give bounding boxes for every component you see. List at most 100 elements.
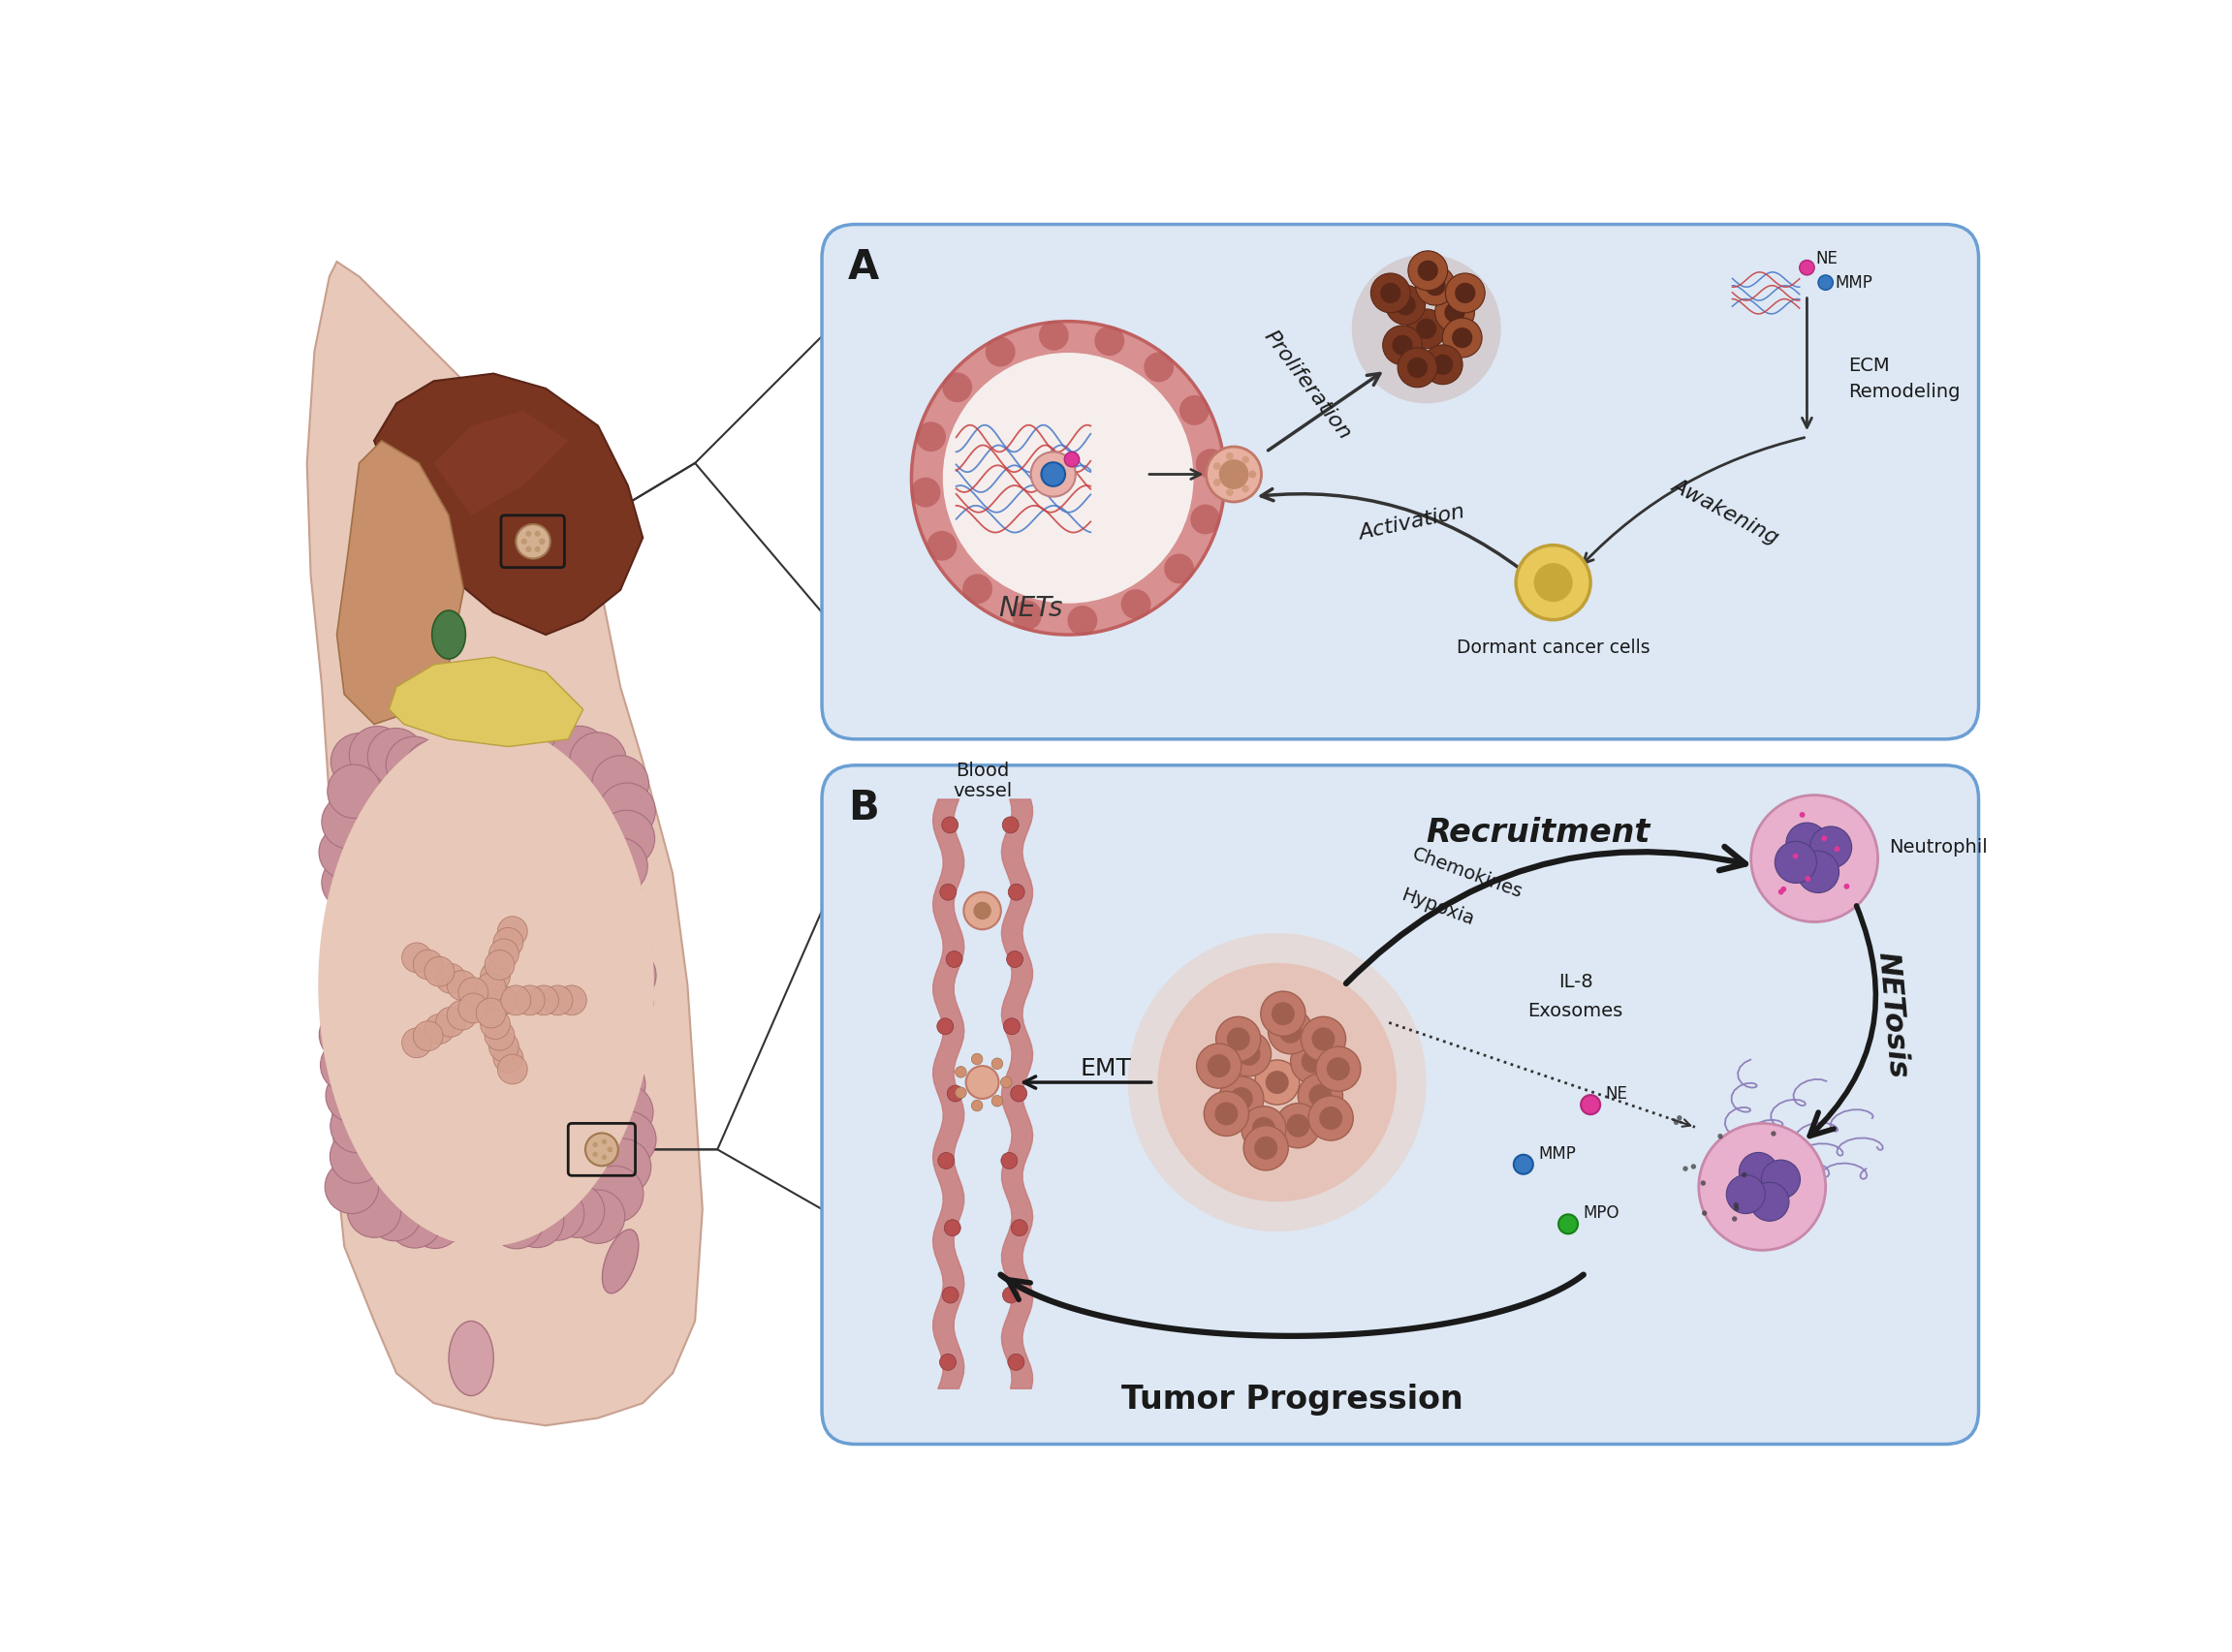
Circle shape	[1799, 811, 1806, 818]
Circle shape	[1243, 1125, 1288, 1170]
Circle shape	[911, 477, 940, 507]
Text: IL-8: IL-8	[1558, 973, 1594, 991]
Circle shape	[319, 826, 373, 879]
Circle shape	[487, 985, 518, 1016]
Circle shape	[1424, 345, 1462, 385]
Circle shape	[516, 985, 545, 1016]
Circle shape	[484, 1021, 516, 1051]
Circle shape	[1701, 1211, 1707, 1216]
Circle shape	[348, 1184, 402, 1237]
Circle shape	[1216, 1016, 1261, 1062]
Circle shape	[1317, 1046, 1362, 1092]
Circle shape	[991, 1057, 1002, 1069]
Circle shape	[587, 892, 643, 948]
Circle shape	[1750, 795, 1877, 922]
Circle shape	[589, 1001, 645, 1059]
Circle shape	[326, 1160, 379, 1214]
Circle shape	[1312, 1028, 1335, 1051]
Circle shape	[484, 950, 516, 980]
Circle shape	[1252, 1117, 1274, 1140]
Circle shape	[404, 740, 462, 798]
Circle shape	[424, 1014, 455, 1044]
Circle shape	[1844, 884, 1850, 889]
Circle shape	[937, 1153, 955, 1170]
Circle shape	[942, 1287, 958, 1303]
Circle shape	[1196, 449, 1225, 479]
Ellipse shape	[433, 611, 466, 659]
FancyBboxPatch shape	[821, 765, 1978, 1444]
Circle shape	[516, 524, 551, 558]
Circle shape	[1002, 1287, 1020, 1303]
Circle shape	[422, 735, 480, 791]
Circle shape	[1268, 1009, 1312, 1054]
Circle shape	[607, 1146, 612, 1151]
Circle shape	[1000, 1077, 1011, 1089]
Circle shape	[413, 950, 442, 980]
Circle shape	[1248, 471, 1257, 477]
Circle shape	[1279, 1019, 1301, 1042]
Circle shape	[1417, 261, 1437, 281]
Text: B: B	[848, 788, 879, 828]
Circle shape	[1011, 600, 1042, 629]
Circle shape	[1732, 1216, 1736, 1221]
Circle shape	[1007, 952, 1022, 968]
Text: NETs: NETs	[998, 595, 1062, 621]
Circle shape	[598, 809, 654, 867]
Circle shape	[529, 985, 558, 1016]
Circle shape	[1120, 590, 1152, 620]
Circle shape	[493, 1042, 522, 1072]
Circle shape	[493, 928, 522, 958]
Circle shape	[328, 885, 382, 940]
Circle shape	[944, 1219, 960, 1236]
Circle shape	[1308, 1084, 1333, 1107]
Polygon shape	[308, 261, 703, 1426]
Circle shape	[1038, 320, 1069, 350]
Circle shape	[328, 765, 382, 818]
Circle shape	[1415, 266, 1455, 306]
Circle shape	[525, 530, 531, 537]
Circle shape	[1446, 273, 1484, 312]
Text: Remodeling: Remodeling	[1848, 383, 1960, 401]
Circle shape	[594, 1138, 652, 1196]
Circle shape	[1379, 282, 1402, 304]
Text: Activation: Activation	[1357, 502, 1466, 544]
Circle shape	[520, 539, 527, 545]
Circle shape	[1699, 1123, 1826, 1251]
Circle shape	[1719, 1133, 1723, 1138]
Circle shape	[531, 1186, 585, 1241]
Circle shape	[1734, 1203, 1739, 1208]
Circle shape	[402, 1028, 431, 1057]
Circle shape	[446, 970, 478, 1001]
Circle shape	[1513, 1155, 1533, 1175]
Circle shape	[328, 947, 382, 1001]
Text: Chemokines: Chemokines	[1411, 844, 1524, 902]
Circle shape	[348, 727, 406, 783]
Circle shape	[1261, 991, 1306, 1036]
Text: Hypoxia: Hypoxia	[1399, 885, 1478, 928]
Circle shape	[1408, 251, 1449, 291]
Text: NETosis: NETosis	[1873, 952, 1913, 1080]
Circle shape	[1725, 1175, 1766, 1214]
Circle shape	[1009, 1355, 1024, 1370]
Circle shape	[324, 978, 377, 1031]
Circle shape	[937, 1018, 953, 1034]
Circle shape	[955, 1087, 966, 1099]
Circle shape	[525, 547, 531, 552]
Circle shape	[1254, 1061, 1299, 1105]
Circle shape	[966, 1066, 998, 1099]
Circle shape	[1674, 1120, 1678, 1125]
Text: Neutrophil: Neutrophil	[1888, 838, 1989, 856]
FancyBboxPatch shape	[821, 225, 1978, 738]
Circle shape	[408, 1194, 462, 1249]
Circle shape	[1241, 1107, 1286, 1151]
Text: Proliferation: Proliferation	[1259, 327, 1355, 443]
Text: A: A	[848, 246, 879, 287]
Circle shape	[1533, 563, 1574, 601]
Circle shape	[489, 938, 518, 968]
Circle shape	[1203, 1092, 1248, 1137]
Circle shape	[962, 573, 993, 605]
Circle shape	[500, 985, 531, 1016]
Circle shape	[533, 729, 589, 785]
Text: NE: NE	[1817, 249, 1839, 268]
Circle shape	[319, 1008, 373, 1062]
